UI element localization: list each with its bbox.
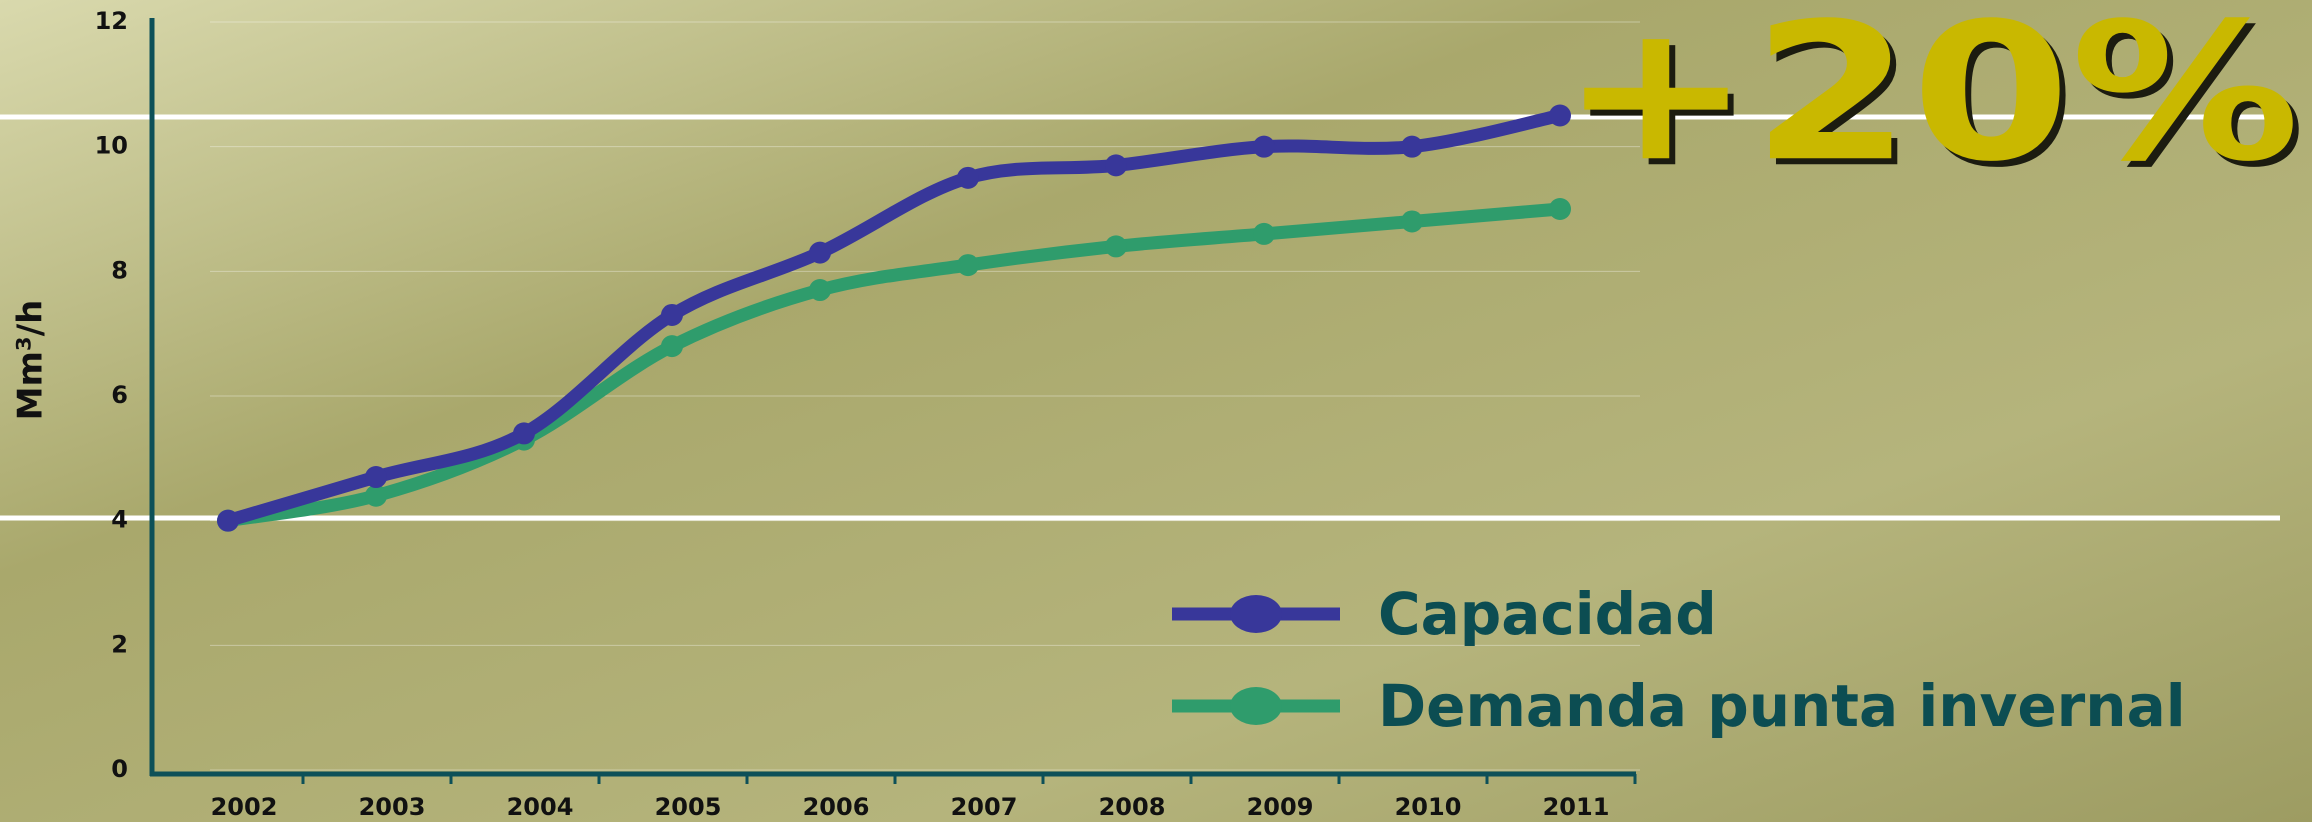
- x-tick-label: 2003: [359, 793, 426, 821]
- y-tick-label: 2: [111, 630, 128, 658]
- point: [661, 335, 683, 357]
- point: [513, 422, 535, 444]
- x-tick-label: 2010: [1395, 793, 1462, 821]
- point: [1549, 105, 1571, 127]
- point: [1401, 136, 1423, 158]
- legend-marker: [1230, 595, 1282, 633]
- legend-marker: [1230, 687, 1282, 725]
- chart: Mm³/h 0 2 4 6 8 10 12 2002 2003 2004 2005 2006 2007 2…: [0, 0, 2312, 822]
- y-tick-label: 12: [95, 7, 128, 35]
- legend-label: Demanda punta invernal: [1378, 672, 2186, 740]
- x-tick-label: 2005: [655, 793, 722, 821]
- x-tick-label: 2006: [803, 793, 870, 821]
- point: [809, 242, 831, 264]
- point: [1253, 136, 1275, 158]
- point: [1549, 198, 1571, 220]
- point: [661, 304, 683, 326]
- point: [217, 510, 239, 532]
- annotation: +20%: [1560, 0, 2300, 203]
- point: [957, 254, 979, 276]
- x-tick-label: 2007: [951, 793, 1018, 821]
- point: [365, 466, 387, 488]
- y-tick-label: 8: [111, 256, 128, 284]
- point: [957, 167, 979, 189]
- y-tick-label: 6: [111, 381, 128, 409]
- x-tick-label: 2011: [1543, 793, 1610, 821]
- point: [1105, 154, 1127, 176]
- x-tick-label: 2008: [1099, 793, 1166, 821]
- y-tick-label: 4: [111, 506, 128, 534]
- point: [1105, 235, 1127, 257]
- point: [1253, 223, 1275, 245]
- x-tick-label: 2002: [211, 793, 278, 821]
- point: [809, 279, 831, 301]
- x-tick-label: 2009: [1247, 793, 1314, 821]
- y-tick-label: 10: [95, 132, 128, 160]
- point: [1401, 210, 1423, 232]
- legend-label: Capacidad: [1378, 580, 1717, 648]
- y-axis-label: Mm³/h: [11, 300, 51, 421]
- y-tick-label: 0: [111, 755, 128, 783]
- x-tick-label: 2004: [507, 793, 574, 821]
